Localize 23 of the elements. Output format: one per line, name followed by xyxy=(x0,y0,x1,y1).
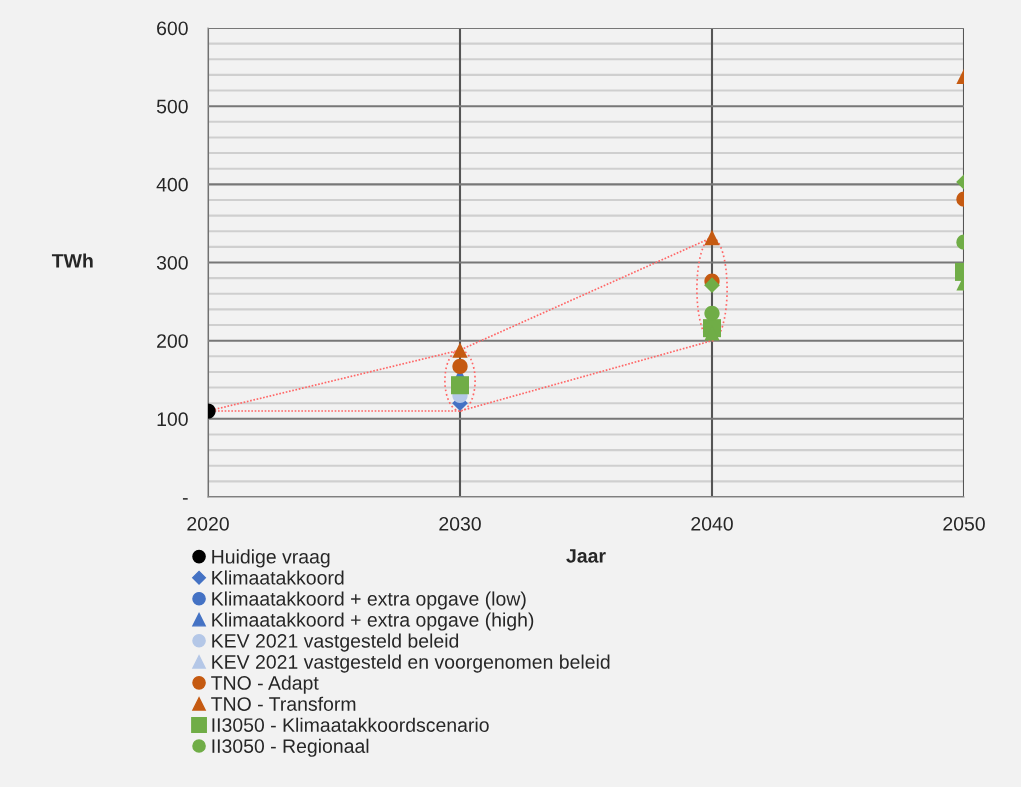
x-tick-label: 2050 xyxy=(943,516,985,531)
legend-label: Huidige vraag xyxy=(212,549,330,568)
x-tick-label: 2020 xyxy=(187,516,229,531)
y-tick-label: 600 xyxy=(157,21,188,36)
legend-label: Klimaatakkoord xyxy=(212,570,344,585)
x-axis-title: Jaar xyxy=(566,549,606,563)
y-tick-label: 500 xyxy=(156,99,188,114)
legend-label: II3050 - Klimaatakkoordscenario xyxy=(212,717,489,732)
legend-label: TNO - Adapt xyxy=(211,675,319,694)
legend-label: TNO - Transform xyxy=(211,696,356,711)
y-tick-label: 300 xyxy=(156,255,188,270)
legend-label: KEV 2021 vastgesteld beleid xyxy=(212,633,459,652)
y-tick-label: 400 xyxy=(156,177,188,192)
legend-label: Klimaatakkoord + extra opgave (high) xyxy=(212,612,534,631)
legend-label: Klimaatakkoord + extra opgave (low) xyxy=(212,591,526,610)
y-tick-label: 200 xyxy=(157,334,188,348)
x-tick-label: 2040 xyxy=(691,516,733,531)
y-tick-label: 100 xyxy=(157,412,188,427)
y-tick-label: - xyxy=(182,498,188,500)
y-axis-title: TWh xyxy=(51,253,93,268)
x-tick-label: 2030 xyxy=(439,516,481,531)
legend-label: KEV 2021 vastgesteld en voorgenomen beleid xyxy=(212,654,610,673)
legend-label: II3050 - Regionaal xyxy=(212,738,369,757)
